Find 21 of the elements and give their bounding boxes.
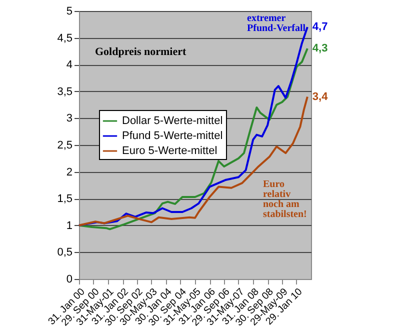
y-tick-label: 2 [66,166,72,178]
y-tick-label: 4,5 [57,32,72,44]
legend-label: Dollar 5-Werte-mittel [122,115,223,127]
y-tick-label: 0,5 [57,246,72,259]
y-tick-label: 2,5 [57,140,72,152]
y-tick-label: 3 [66,112,72,125]
y-tick-label: 1,5 [57,193,72,206]
y-tick-label: 0 [66,274,72,286]
y-tick-label: 3,5 [57,86,72,98]
data-label: 4,7 [312,21,328,34]
y-tick-label: 5 [66,6,72,18]
y-tick-label: 4 [66,59,72,72]
annotation: extremer Pfund-Verfall [247,13,306,34]
data-label: 4,3 [312,42,328,55]
text: Goldpreis normiert [95,46,186,58]
line-series [78,96,308,226]
legend-label: Euro 5-Werte-mittel [122,145,218,157]
data-label: 3,4 [312,90,329,103]
annotation: Euro relativ noch am stabilsten! [263,179,307,220]
legend-label: Pfund 5-Werte-mittel [122,130,223,142]
y-tick-label: 1 [66,220,72,232]
